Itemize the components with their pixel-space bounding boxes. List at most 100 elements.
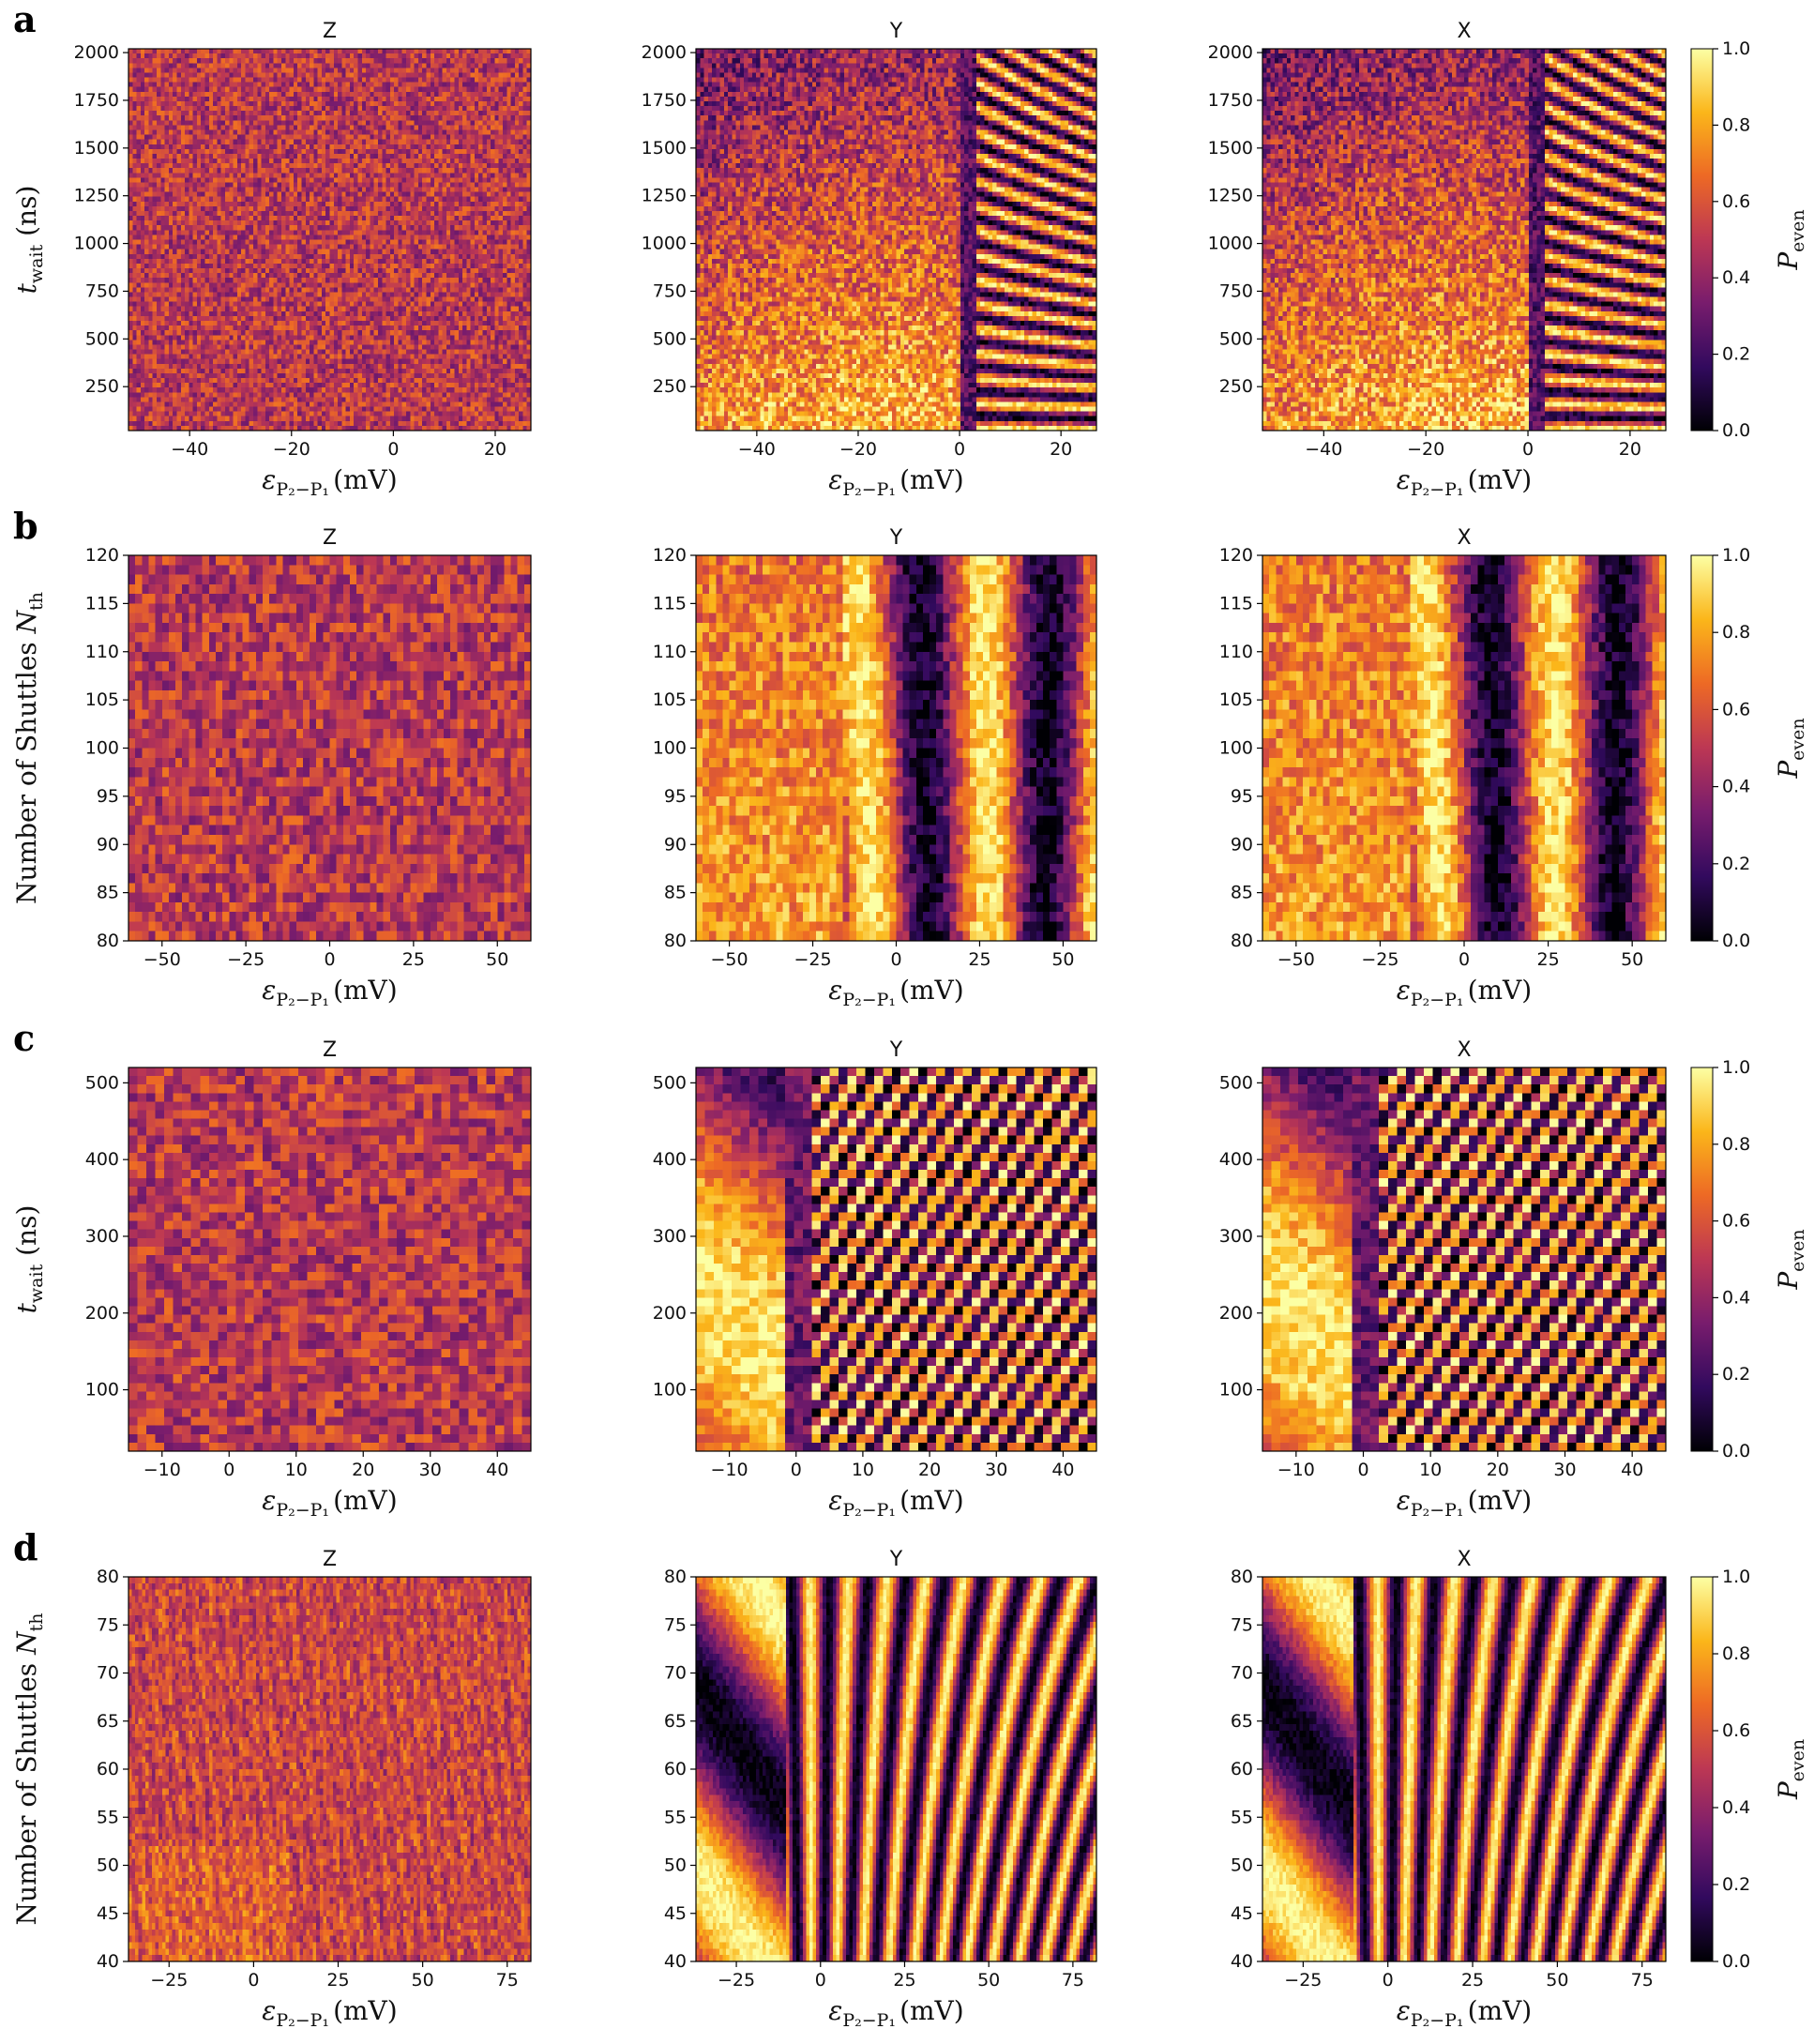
x-tick-label: 30 [985,1460,1007,1480]
y-tick-label: 500 [653,328,687,349]
x-tick-label: 50 [1051,949,1074,970]
colorbar-gradient [1690,554,1714,942]
y-tick-label: 80 [664,1567,687,1587]
x-tick-label: −50 [1277,949,1315,970]
colorbar-tick-label: 0.0 [1722,1951,1750,1972]
colorbar-tick-label: 0.4 [1722,267,1750,288]
colorbar-label: Peven [1773,209,1808,270]
y-tick-label: 300 [85,1226,119,1247]
y-tick-label: 1750 [1208,90,1253,111]
panel-letter-a: a [13,0,37,40]
heatmap-c-Z [128,1067,532,1452]
y-tick-label: 200 [653,1303,687,1324]
colorbar-tick-label: 0.6 [1722,191,1750,212]
y-tick-label: 400 [653,1149,687,1170]
y-tick-label: 750 [85,280,119,301]
heatmap-cells-a-X [1262,49,1666,431]
heatmap-a-X [1262,48,1667,432]
x-tick-label: 0 [1357,1460,1368,1480]
y-tick-label: 2000 [74,42,119,63]
y-tick-label: 500 [1219,1072,1253,1093]
colorbar-tick-label: 0.6 [1722,1720,1750,1741]
x-axis-label-b-Z: εP₂−P₁ (mV) [262,975,397,1010]
x-tick-label: 20 [1619,439,1641,460]
y-tick-label: 1000 [642,234,687,254]
x-tick-label: 40 [1051,1460,1074,1480]
y-tick-label: 110 [653,642,687,662]
colorbar-tick-label: 0.2 [1722,1364,1750,1385]
y-tick-label: 500 [85,1072,119,1093]
y-tick-label: 90 [664,834,687,855]
x-tick-label: −10 [144,1460,181,1480]
y-tick-label: 70 [1231,1663,1253,1684]
subplot-title-b-Y: Y [889,526,903,550]
x-tick-label: 0 [387,439,399,460]
x-tick-label: 50 [1621,949,1643,970]
subplot-title-a-X: X [1457,20,1471,43]
x-tick-label: 20 [1487,1460,1509,1480]
x-tick-label: 25 [968,949,990,970]
y-tick-label: 300 [1219,1226,1253,1247]
y-tick-label: 105 [653,689,687,710]
x-tick-label: 0 [890,949,901,970]
x-tick-label: 25 [402,949,425,970]
x-tick-label: −20 [1407,439,1444,460]
heatmap-cells-a-Y [696,49,1096,431]
x-tick-label: 0 [223,1460,234,1480]
colorbar-tick-label: 0.6 [1722,699,1750,719]
y-tick-label: 750 [1219,280,1253,301]
y-tick-label: 75 [97,1614,119,1635]
panel-letter-b: b [13,505,38,547]
y-tick-label: 110 [85,642,119,662]
y-tick-label: 65 [664,1711,687,1732]
panel-letter-d: d [13,1526,38,1568]
x-tick-label: 0 [815,1970,826,1991]
heatmap-c-X [1262,1067,1667,1452]
y-tick-label: 50 [664,1855,687,1876]
colorbar-tick-label: 0.4 [1722,1797,1750,1818]
heatmap-d-X [1262,1576,1667,1962]
colorbar-tick-label: 0.0 [1722,420,1750,441]
x-axis-label-b-Y: εP₂−P₁ (mV) [828,975,963,1010]
x-tick-label: 20 [1050,439,1072,460]
x-tick-label: 20 [484,439,506,460]
colorbar-c: 0.0 0.2 0.4 0.6 0.8 1.0 Peven [1690,1057,1808,1461]
y-tick-label: 1250 [642,186,687,206]
heatmap-a-Z [128,48,532,432]
colorbar-tick-label: 1.0 [1722,545,1750,566]
y-tick-label: 300 [653,1226,687,1247]
x-tick-label: 75 [496,1970,519,1991]
y-tick-label: 100 [653,1380,687,1401]
y-tick-label: 65 [97,1711,119,1732]
x-tick-label: 30 [1553,1460,1576,1480]
colorbar-tick-label: 0.4 [1722,777,1750,797]
x-tick-label: 40 [486,1460,508,1480]
y-tick-label: 100 [1219,738,1253,759]
y-tick-label: 85 [1231,883,1253,903]
y-tick-label: 90 [97,834,119,855]
subplot-title-c-Z: Z [323,1038,337,1062]
x-tick-label: 10 [852,1460,874,1480]
x-tick-label: 0 [1383,1970,1394,1991]
y-tick-label: 400 [85,1149,119,1170]
heatmap-cells-b-X [1262,555,1666,941]
y-tick-label: 45 [664,1903,687,1924]
y-tick-label: 80 [97,931,119,951]
y-tick-label: 40 [97,1951,119,1972]
colorbar-tick-label: 0.4 [1722,1287,1750,1308]
y-tick-label: 40 [1231,1951,1253,1972]
subplot-title-d-Z: Z [323,1548,337,1571]
x-axis-label-d-X: εP₂−P₁ (mV) [1397,1995,1532,2031]
x-tick-label: 20 [918,1460,941,1480]
y-tick-label: 200 [1219,1303,1253,1324]
heatmap-cells-d-X [1262,1577,1666,1961]
y-tick-label: 60 [664,1759,687,1779]
y-tick-label: 75 [1231,1614,1253,1635]
x-tick-label: 75 [1631,1970,1654,1991]
x-axis-label-a-Z: εP₂−P₁ (mV) [262,464,397,500]
y-tick-label: 100 [653,738,687,759]
colorbar-gradient [1690,48,1714,432]
x-tick-label: −25 [1361,949,1398,970]
x-tick-label: 50 [1546,1970,1568,1991]
